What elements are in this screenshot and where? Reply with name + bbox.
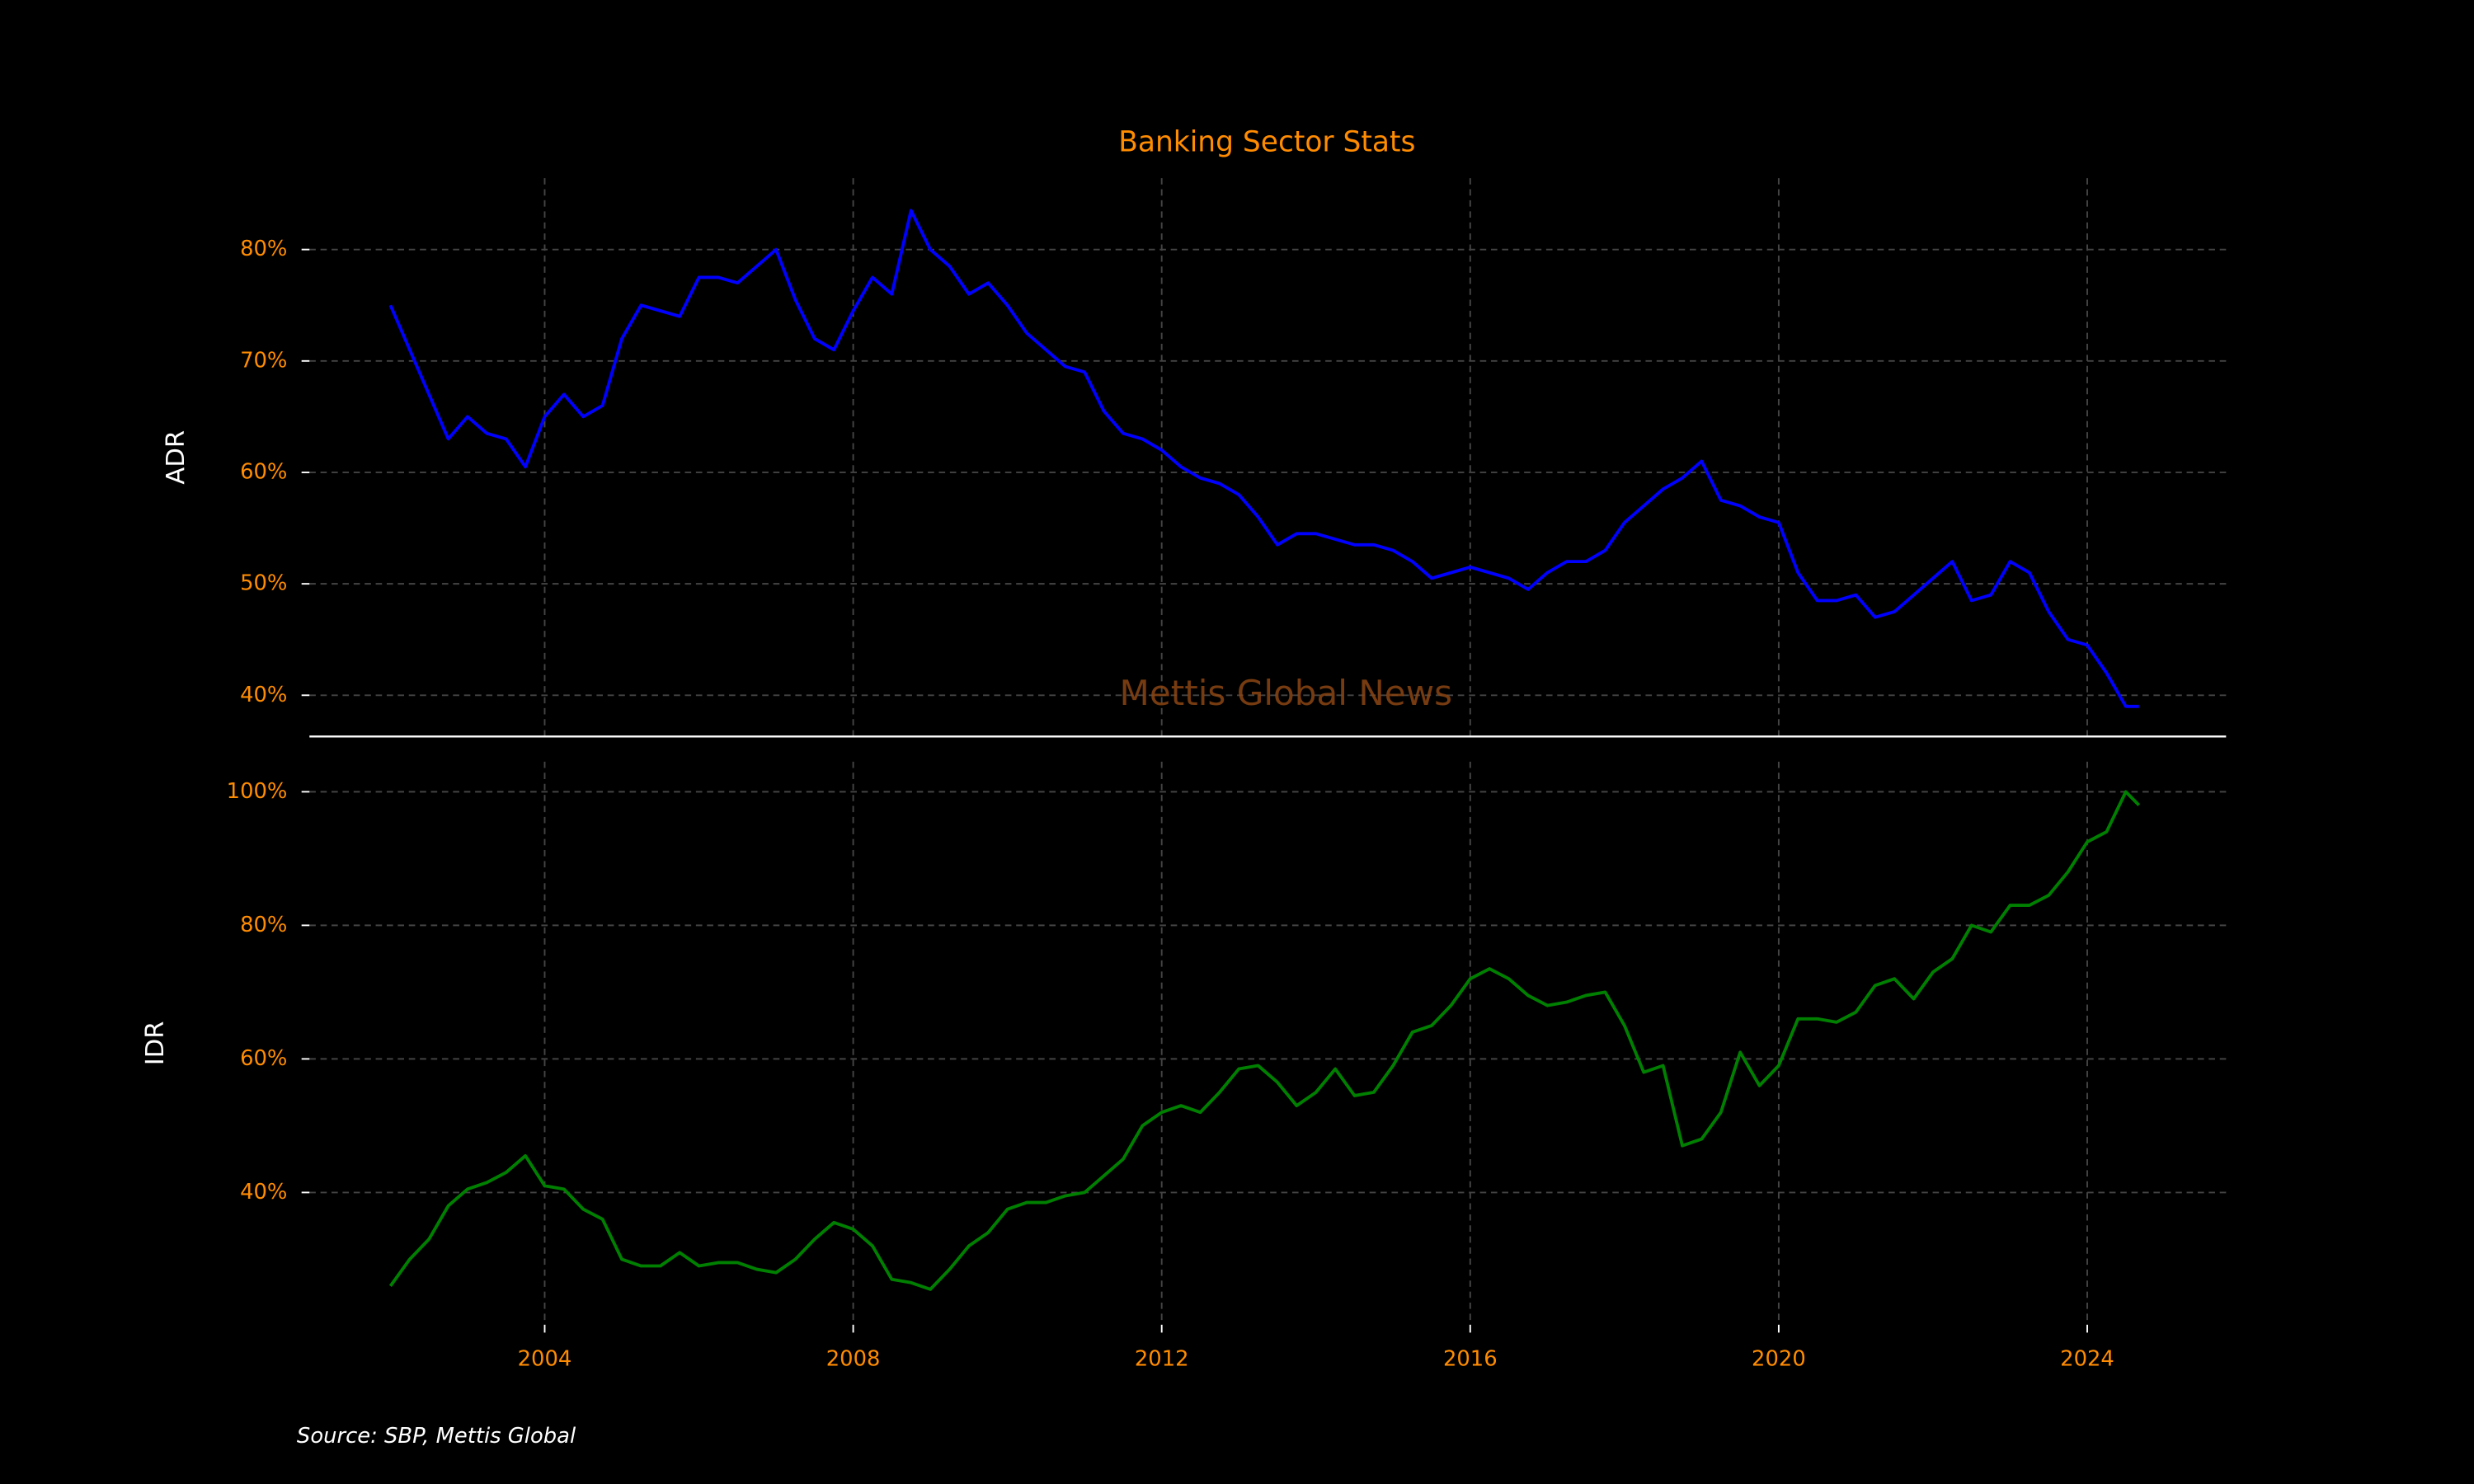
source-note: Source: SBP, Mettis Global [297,1424,576,1449]
x-tick-label: 2024 [2060,1346,2114,1371]
y-tick-label: 40% [240,683,287,707]
y-axis-label: IDR [141,1021,170,1065]
x-tick-label: 2008 [826,1346,881,1371]
data-line [388,790,2141,1291]
y-tick-label: 50% [240,571,287,596]
data-line [388,209,2139,708]
x-tick-label: 2016 [1443,1346,1498,1371]
watermark: Mettis Global News [1120,673,1452,713]
y-tick-label: 80% [240,913,287,937]
chart-title: Banking Sector Stats [1118,126,1415,159]
y-tick-label: 40% [240,1180,287,1205]
y-tick-label: 80% [240,237,287,261]
x-tick-label: 2004 [518,1346,572,1371]
y-tick-label: 60% [240,459,287,484]
y-axis-label: ADR [162,430,190,485]
y-tick-label: 60% [240,1046,287,1071]
y-tick-label: 100% [227,779,288,804]
x-tick-label: 2012 [1135,1346,1189,1371]
x-tick-label: 2020 [1752,1346,1806,1371]
y-tick-label: 70% [240,348,287,373]
